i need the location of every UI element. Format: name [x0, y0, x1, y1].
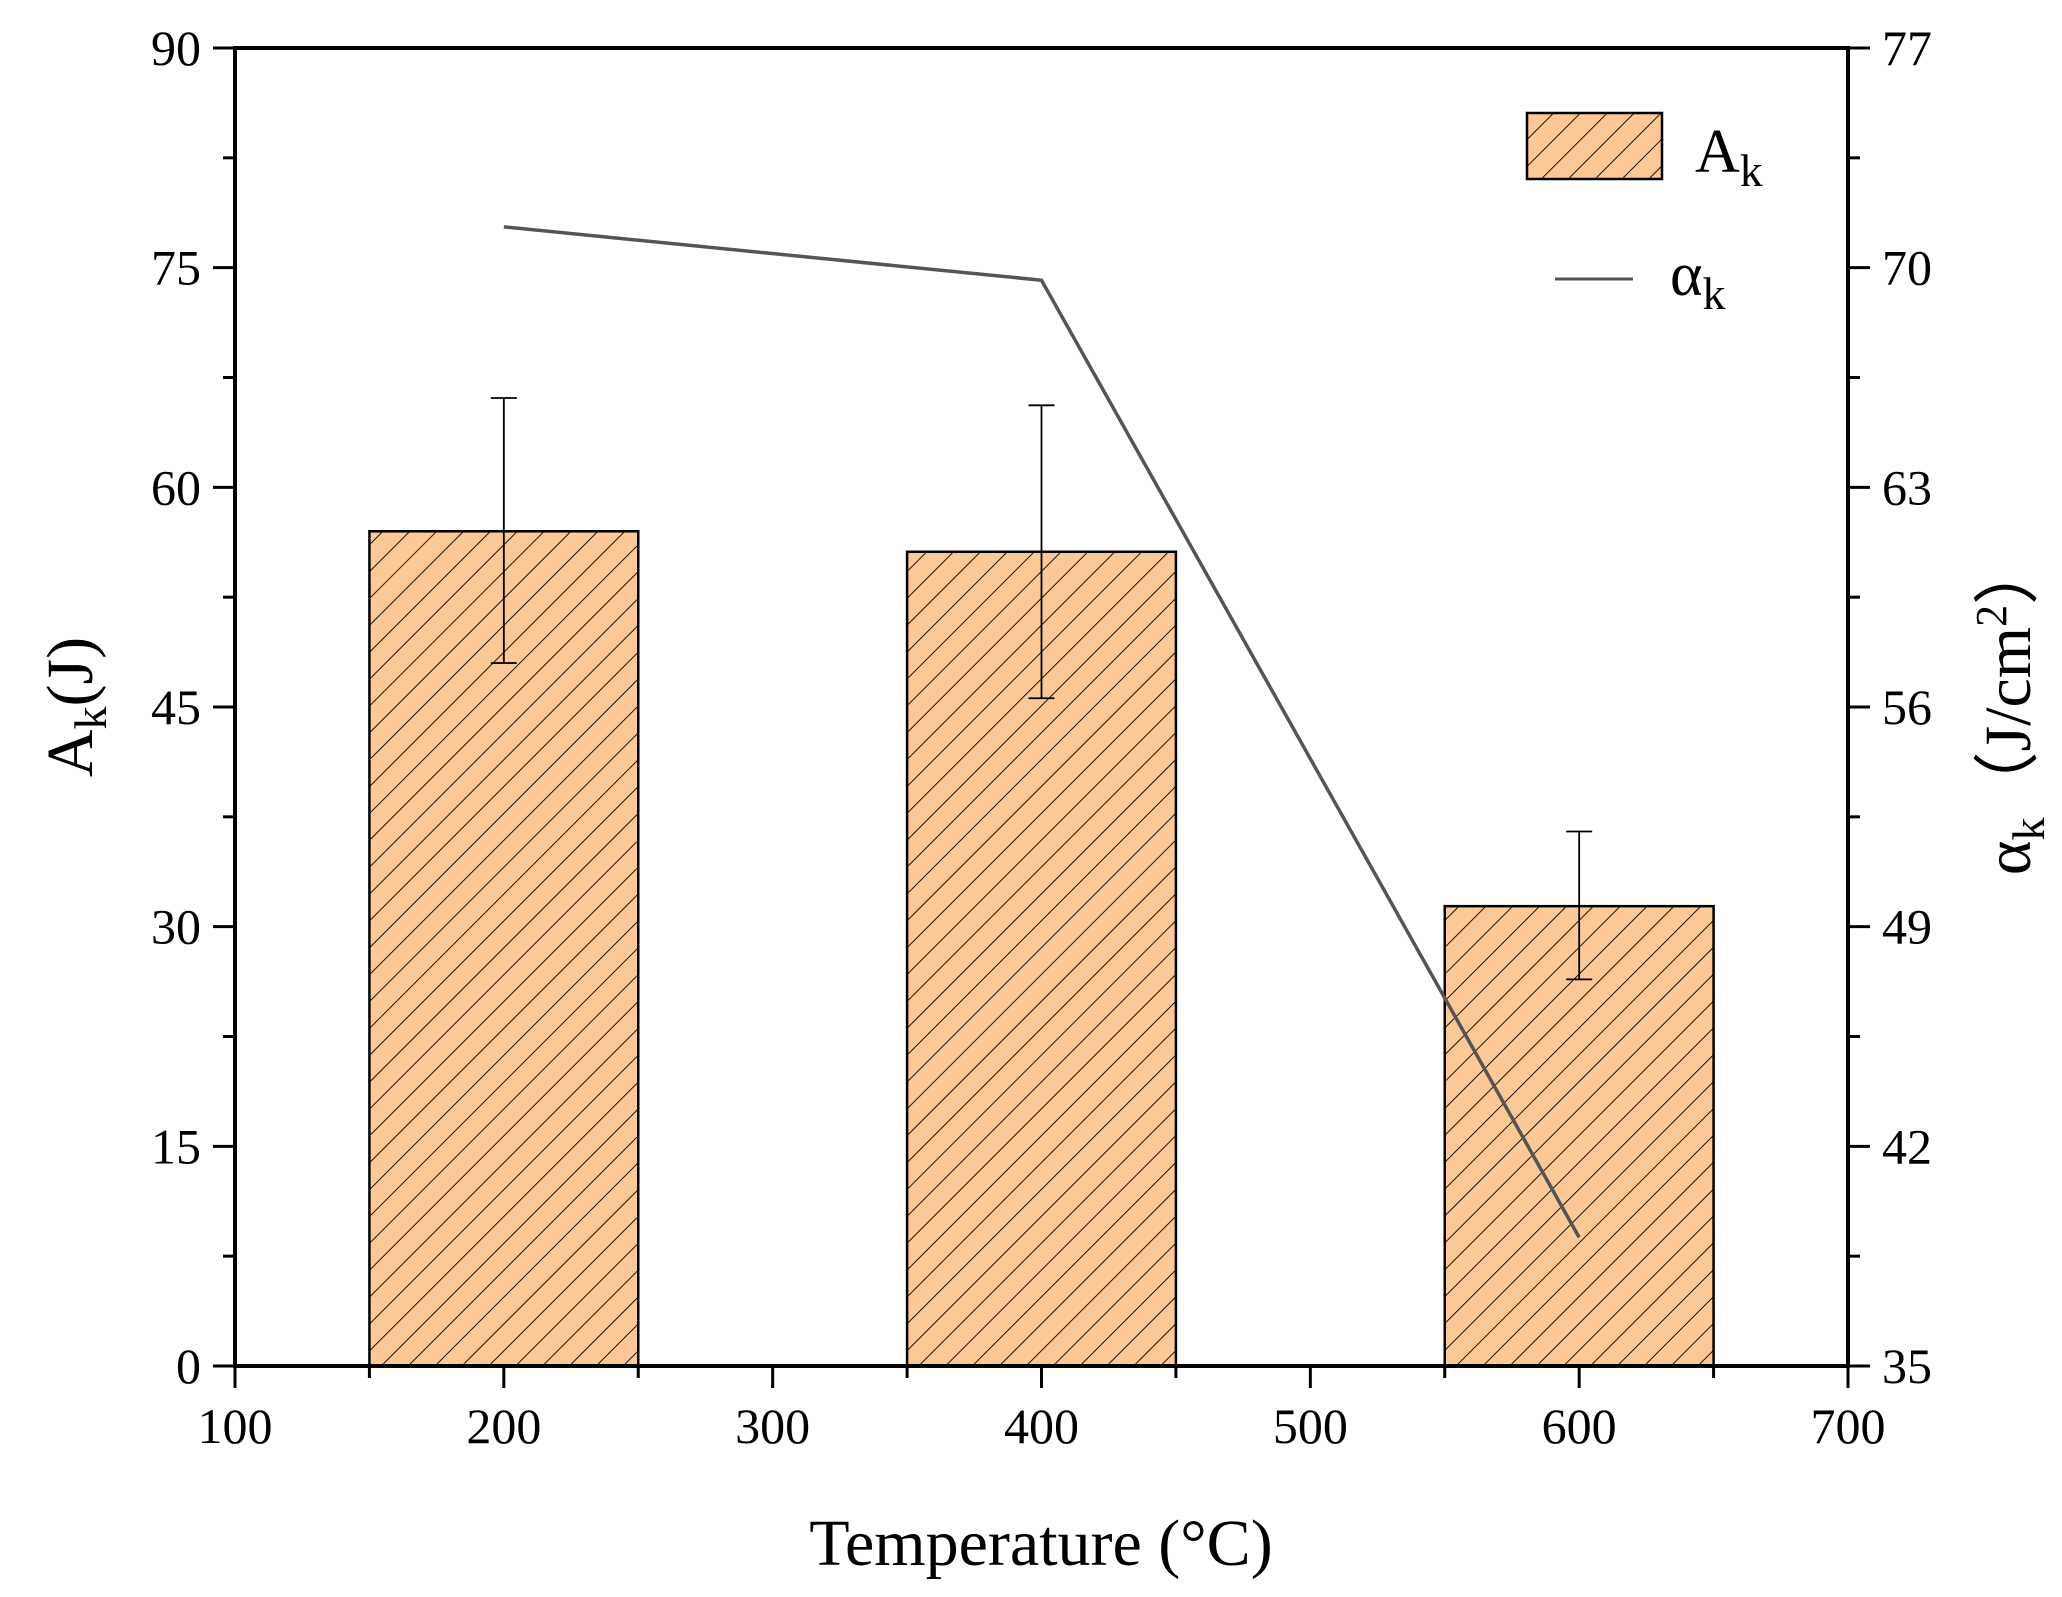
- left-y-tick-label: 90: [151, 20, 201, 76]
- legend-label-bars-sub: k: [1740, 145, 1763, 196]
- right-axis-title-close: ）: [1972, 539, 2045, 605]
- left-y-tick-label: 0: [176, 1338, 201, 1394]
- legend-swatch-hatch: [1527, 113, 1662, 179]
- right-axis-title-sub: k: [2003, 818, 2054, 841]
- left-axis-title: Ak(J): [34, 637, 116, 777]
- right-y-tick-label: 42: [1882, 1118, 1932, 1174]
- x-axis-title: Temperature (°C): [809, 1507, 1272, 1580]
- left-y-tick-label: 30: [151, 899, 201, 955]
- right-axis-title: αk（J/cm2）: [1967, 539, 2054, 875]
- x-tick-label: 600: [1542, 1398, 1617, 1454]
- legend-label-line-sub: k: [1702, 268, 1725, 319]
- right-axis-title-sup: 2: [1967, 605, 2016, 627]
- x-tick-label: 400: [1004, 1398, 1079, 1454]
- series-line: [503, 225, 1581, 1239]
- svg-text:Ak: Ak: [1695, 118, 1763, 196]
- right-y-tick-label: 77: [1882, 20, 1932, 76]
- line-layer: [503, 225, 1581, 1239]
- error-bars-layer: [490, 397, 1593, 981]
- svg-text:αk: αk: [1670, 241, 1725, 319]
- right-y-tick-label: 56: [1882, 679, 1932, 735]
- left-axis-title-main: A: [34, 729, 107, 777]
- right-y-tick-label: 70: [1882, 240, 1932, 296]
- x-ticks: 100 200 300 400 500 600 700: [198, 1366, 1886, 1454]
- bars-layer: [368, 530, 1715, 1368]
- legend: Ak αk: [1525, 111, 1763, 319]
- legend-label-line-main: α: [1670, 241, 1702, 309]
- left-axis-title-unit: (J): [34, 637, 107, 707]
- right-axis-title-main: α: [1972, 841, 2045, 876]
- left-axis-title-sub: k: [65, 706, 116, 729]
- right-y-ticks: 35 42 49 56 63 70 77: [1848, 20, 1932, 1394]
- x-tick-label: 100: [198, 1398, 273, 1454]
- left-y-tick-label: 15: [151, 1118, 201, 1174]
- x-tick-label: 700: [1811, 1398, 1886, 1454]
- x-tick-label: 500: [1273, 1398, 1348, 1454]
- legend-label-bars-main: A: [1695, 118, 1740, 186]
- left-y-ticks: 0 15 30 45 60 75 90: [151, 20, 235, 1394]
- left-y-tick-label: 45: [151, 679, 201, 735]
- left-y-tick-label: 75: [151, 240, 201, 296]
- x-tick-label: 300: [735, 1398, 810, 1454]
- bar-hatch: [368, 530, 640, 1368]
- right-y-tick-label: 49: [1882, 899, 1932, 955]
- right-y-tick-label: 35: [1882, 1338, 1932, 1394]
- right-y-tick-label: 63: [1882, 459, 1932, 515]
- svg-text:Ak(J): Ak(J): [34, 637, 116, 777]
- x-tick-label: 200: [466, 1398, 541, 1454]
- svg-text:αk（J/cm2）: αk（J/cm2）: [1967, 539, 2054, 875]
- right-axis-title-unit: （J/cm: [1972, 627, 2045, 818]
- left-y-tick-label: 60: [151, 459, 201, 515]
